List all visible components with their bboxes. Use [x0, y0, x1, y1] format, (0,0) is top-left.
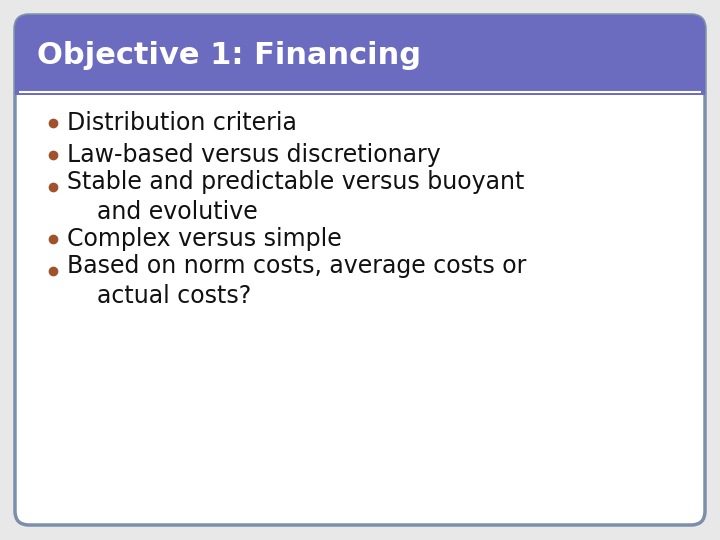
Text: Distribution criteria: Distribution criteria	[67, 111, 297, 135]
Text: Based on norm costs, average costs or
    actual costs?: Based on norm costs, average costs or ac…	[67, 254, 526, 308]
FancyBboxPatch shape	[15, 15, 705, 525]
FancyBboxPatch shape	[15, 15, 705, 95]
Text: Law-based versus discretionary: Law-based versus discretionary	[67, 143, 441, 167]
Text: Objective 1: Financing: Objective 1: Financing	[37, 40, 421, 70]
Text: Stable and predictable versus buoyant
    and evolutive: Stable and predictable versus buoyant an…	[67, 170, 524, 224]
Bar	[15, 55, 705, 95]
Text: Complex versus simple: Complex versus simple	[67, 227, 342, 251]
